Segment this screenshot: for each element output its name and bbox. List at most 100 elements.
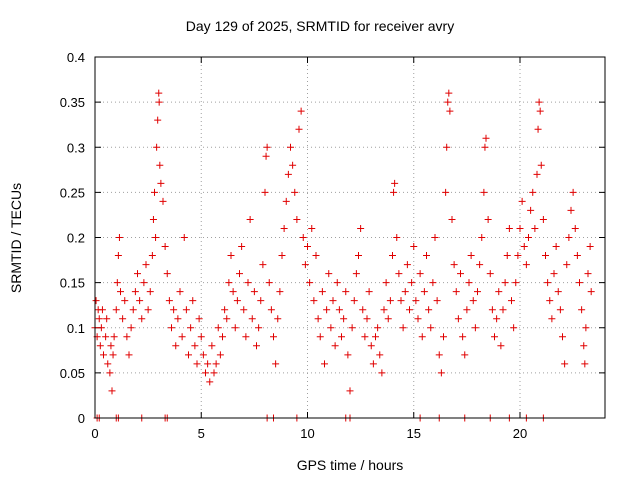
data-point [153, 143, 161, 151]
data-point [219, 333, 226, 341]
data-point [488, 306, 496, 314]
data-point [323, 306, 331, 314]
data-point [486, 270, 494, 278]
data-point [325, 270, 333, 278]
data-point [443, 143, 451, 151]
data-point [113, 279, 121, 287]
data-point [491, 333, 498, 341]
data-point [333, 279, 341, 287]
data-point [397, 297, 405, 305]
y-tick-label: 0.2 [67, 231, 85, 246]
data-point [233, 297, 241, 305]
data-point [312, 252, 320, 260]
data-point [96, 342, 104, 350]
data-point [427, 324, 435, 332]
data-point [299, 234, 307, 241]
data-point [499, 306, 507, 314]
data-point [146, 288, 154, 296]
data-point [571, 224, 579, 232]
data-point [291, 188, 299, 196]
x-tick-label: 15 [407, 426, 421, 441]
data-point [467, 252, 475, 260]
data-point [359, 306, 367, 314]
data-point [185, 351, 192, 359]
data-point [151, 188, 158, 196]
data-point [535, 98, 543, 106]
data-point [508, 297, 515, 305]
data-point [429, 279, 437, 287]
data-point [493, 315, 501, 323]
data-point [348, 324, 356, 332]
data-point [103, 315, 111, 323]
data-point [157, 179, 165, 187]
data-point [119, 315, 127, 323]
data-point [548, 315, 556, 323]
axis-ticks: 0 0.05 0.1 0.15 0.2 0.25 0.3 0.35 0.4 0 5 10 15 20 [60, 50, 605, 441]
data-point [259, 261, 267, 269]
data-point [221, 306, 229, 314]
data-point [136, 297, 144, 305]
data-point [357, 224, 365, 232]
x-tick-label: 10 [300, 426, 314, 441]
data-point [552, 243, 560, 251]
data-point [363, 315, 371, 323]
data-point [565, 234, 573, 241]
x-tick-label: 0 [91, 426, 98, 441]
data-point [212, 360, 220, 368]
data-point [420, 288, 428, 296]
data-point [516, 224, 524, 232]
data-point [448, 215, 456, 223]
data-point [406, 306, 413, 314]
data-point [95, 315, 103, 323]
data-point [276, 288, 284, 296]
data-point [97, 324, 105, 332]
data-point [410, 243, 418, 251]
data-point [520, 243, 528, 251]
data-point [584, 270, 592, 278]
data-point [482, 134, 490, 142]
y-axis-label: SRMTID / TECUs [8, 182, 24, 294]
data-point [287, 143, 294, 151]
data-point [478, 234, 486, 241]
plot-frame [94, 56, 606, 419]
data-point [161, 243, 169, 251]
data-point [131, 288, 139, 296]
data-point [578, 306, 586, 314]
data-point [542, 252, 549, 260]
data-point [395, 270, 403, 278]
data-point [308, 224, 316, 232]
data-point [265, 279, 273, 287]
data-point [248, 315, 256, 323]
data-point [342, 288, 350, 296]
data-point [518, 197, 526, 205]
data-point [376, 351, 384, 359]
data-point [142, 261, 150, 269]
data-point [587, 288, 595, 296]
data-point [170, 306, 178, 314]
data-point [155, 98, 163, 106]
data-point [512, 279, 520, 287]
data-point [445, 89, 453, 97]
data-point [225, 279, 233, 287]
data-point [389, 252, 396, 260]
data-point [134, 270, 141, 278]
data-point [556, 306, 564, 314]
data-point [382, 279, 390, 287]
data-point [262, 152, 270, 160]
data-point [533, 170, 541, 178]
data-point [297, 107, 305, 115]
data-point [550, 270, 558, 278]
data-point [214, 324, 222, 332]
data-point [331, 342, 339, 350]
data-point [108, 387, 116, 395]
data-point [114, 252, 122, 260]
data-point [104, 360, 112, 368]
data-point [155, 89, 163, 97]
data-point [154, 116, 162, 124]
data-point [304, 243, 311, 251]
data-point [98, 306, 106, 314]
data-point [293, 215, 301, 223]
data-point [433, 297, 441, 305]
data-point [176, 288, 184, 296]
data-point [431, 234, 439, 241]
